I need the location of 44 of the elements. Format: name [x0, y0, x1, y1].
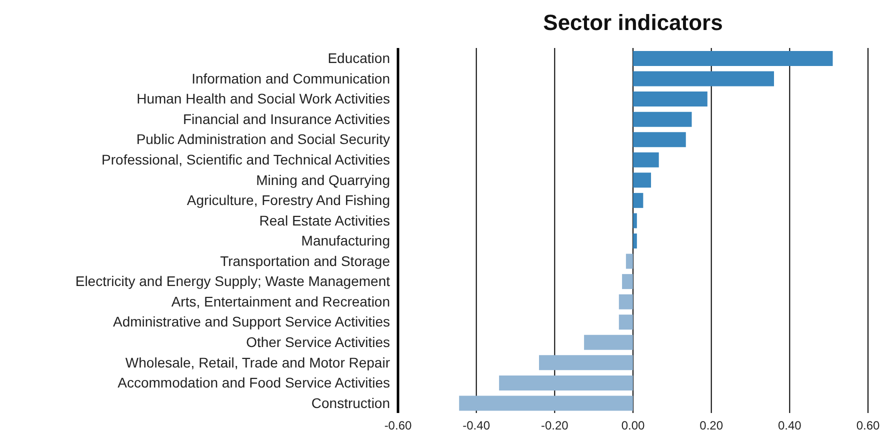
x-tick-label: 0.00 — [621, 418, 645, 433]
bar — [633, 213, 637, 228]
bar — [499, 375, 633, 390]
x-tick-label: -0.20 — [540, 418, 569, 433]
y-tick-label: Arts, Entertainment and Recreation — [171, 293, 390, 310]
y-tick-label: Transportation and Storage — [220, 252, 390, 269]
bar — [618, 314, 633, 330]
y-tick-label: Manufacturing — [301, 232, 390, 249]
y-tick-label: Professional, Scientific and Technical Activities — [102, 152, 390, 168]
y-tick-label: Accommodation and Food Service Activities — [118, 374, 390, 391]
bar — [633, 152, 659, 168]
y-tick-label: Education — [328, 50, 390, 66]
bar — [584, 334, 633, 350]
bar — [633, 192, 644, 208]
y-tick-label: Mining and Quarrying — [256, 172, 390, 188]
bar — [626, 254, 633, 269]
y-tick-label: Electricity and Energy Supply; Waste Management — [75, 273, 390, 290]
chart-title: Sector indicators — [542, 10, 724, 36]
y-tick-label: Public Administration and Social Security — [136, 131, 390, 148]
bar — [633, 132, 686, 148]
bar — [633, 92, 708, 107]
bar — [633, 51, 833, 66]
y-tick-label: Human Health and Social Work Activities — [136, 90, 390, 107]
y-tick-label: Construction — [311, 394, 390, 411]
bar — [633, 172, 652, 188]
bar — [633, 234, 637, 248]
x-tick-label: -0.40 — [462, 418, 490, 433]
bar — [618, 294, 633, 310]
y-tick-label: Information and Communication — [192, 70, 390, 86]
y-tick-label: Other Service Activities — [246, 334, 390, 350]
y-tick-label: Agriculture, Forestry And Fishing — [186, 192, 390, 208]
x-tick-label: 0.20 — [700, 418, 724, 433]
bar — [539, 355, 633, 370]
bar — [459, 396, 633, 411]
y-tick-label: Administrative and Support Service Activities — [112, 314, 390, 330]
x-tick-label: -0.60 — [384, 418, 412, 433]
bar — [633, 71, 774, 86]
y-tick-label: Real Estate Activities — [259, 212, 390, 228]
y-tick-label: Wholesale, Retail, Trade and Motor Repair — [125, 354, 390, 370]
x-tick-label: 0.60 — [856, 418, 880, 433]
y-tick-label: Financial and Insurance Activities — [183, 110, 390, 127]
x-tick-label: 0.40 — [778, 418, 802, 433]
bar — [633, 112, 692, 127]
bar — [622, 274, 633, 290]
